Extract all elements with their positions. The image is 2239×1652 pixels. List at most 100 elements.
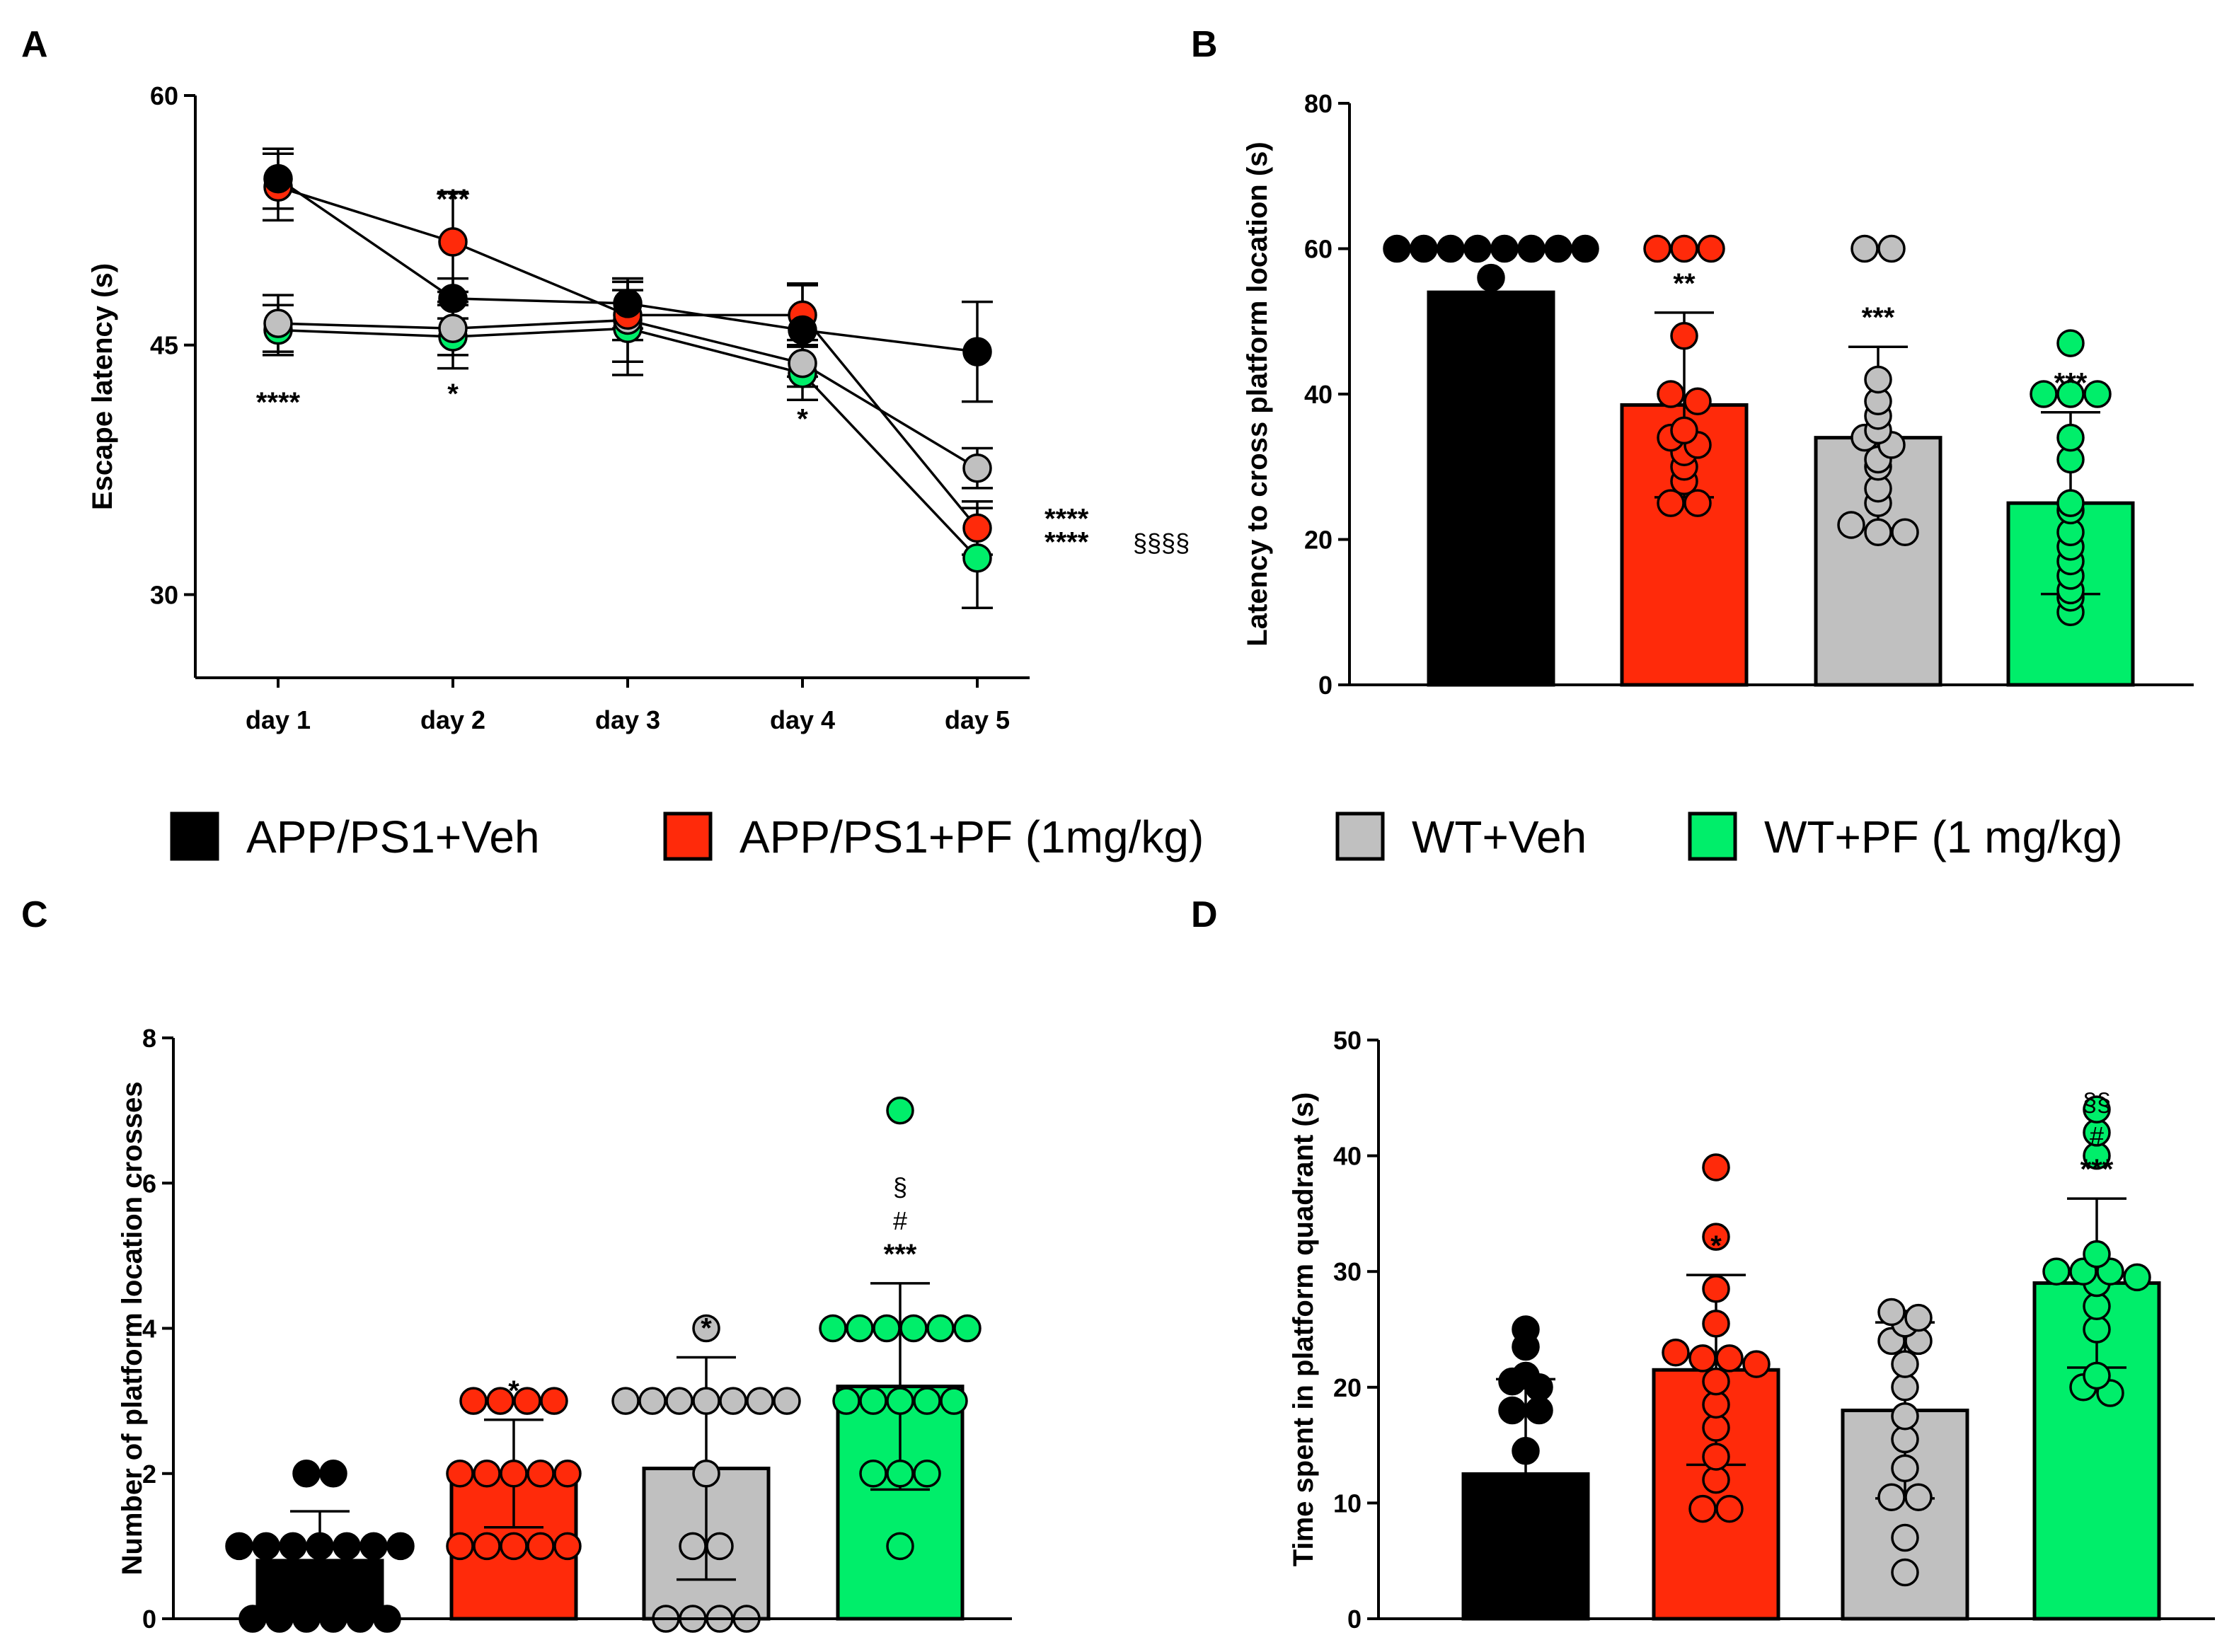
data-point bbox=[1490, 234, 1519, 263]
data-point bbox=[1571, 234, 1599, 263]
data-point bbox=[386, 1532, 415, 1561]
data-point bbox=[1437, 234, 1465, 263]
data-point bbox=[1683, 489, 1712, 517]
data-point bbox=[446, 1460, 474, 1488]
data-point bbox=[1657, 380, 1685, 408]
data-point bbox=[292, 1460, 321, 1488]
data-point bbox=[819, 1314, 847, 1343]
data-point bbox=[2083, 1292, 2111, 1321]
data-point bbox=[1525, 1396, 1553, 1425]
data-point bbox=[473, 1532, 501, 1561]
y-axis-title: Escape latency (s) bbox=[87, 263, 118, 510]
data-point bbox=[1702, 1443, 1730, 1471]
data-point bbox=[359, 1532, 388, 1561]
significance-marker: **** bbox=[1044, 503, 1089, 534]
y-tick-label: 6 bbox=[142, 1169, 156, 1198]
y-tick-label: 60 bbox=[150, 81, 178, 110]
significance-marker: *** bbox=[2080, 1154, 2114, 1185]
data-point bbox=[526, 1460, 555, 1488]
data-point bbox=[2042, 1257, 2071, 1286]
significance-marker: * bbox=[1710, 1230, 1722, 1261]
data-point bbox=[692, 1314, 720, 1343]
legend-swatch bbox=[663, 811, 713, 861]
data-point bbox=[1410, 234, 1438, 263]
data-point bbox=[2083, 1315, 2111, 1344]
data-point bbox=[886, 1096, 914, 1125]
data-point bbox=[1702, 1465, 1730, 1494]
data-point bbox=[1383, 234, 1411, 263]
data-point bbox=[225, 1532, 253, 1561]
data-point bbox=[319, 1460, 347, 1488]
data-point bbox=[2056, 423, 2085, 452]
data-point bbox=[1904, 1483, 1933, 1511]
data-point bbox=[500, 1532, 528, 1561]
data-point bbox=[1702, 1310, 1730, 1338]
data-point bbox=[1702, 1367, 1730, 1396]
y-tick-label: 0 bbox=[142, 1605, 156, 1634]
data-point bbox=[1512, 1437, 1540, 1465]
data-point bbox=[1512, 1361, 1540, 1390]
error-bar bbox=[870, 1282, 930, 1491]
data-point bbox=[692, 1460, 720, 1488]
data-point bbox=[1702, 1390, 1730, 1419]
y-axis-title: Time spent in platform quadrant (s) bbox=[1288, 1092, 1319, 1566]
data-point bbox=[638, 1387, 667, 1415]
panel-d-bar-chart: D 0 10 20 30 40 50 Time spent in platform quadr… bbox=[1191, 894, 2215, 1634]
data-point bbox=[962, 337, 992, 366]
data-point bbox=[746, 1387, 774, 1415]
significance-marker: *** bbox=[437, 184, 470, 215]
legend-label: WT+PF (1 mg/kg) bbox=[1764, 811, 2123, 862]
data-point bbox=[2083, 1361, 2111, 1390]
data-point bbox=[2056, 329, 2085, 357]
data-point bbox=[1688, 1494, 1717, 1523]
data-point bbox=[2083, 1240, 2111, 1269]
data-point bbox=[1643, 234, 1671, 263]
data-point bbox=[679, 1532, 707, 1561]
data-point bbox=[1670, 416, 1698, 445]
data-point bbox=[1657, 489, 1685, 517]
legend-label: WT+Veh bbox=[1412, 811, 1587, 862]
data-point bbox=[1702, 1223, 1730, 1251]
y-tick-label: 30 bbox=[150, 580, 178, 609]
panel-label-c: C bbox=[21, 894, 48, 935]
legend-swatch bbox=[1688, 811, 1737, 861]
data-point bbox=[1670, 234, 1698, 263]
data-point bbox=[1702, 1414, 1730, 1442]
data-point bbox=[613, 289, 643, 318]
y-tick-label: 45 bbox=[150, 331, 178, 360]
significance-marker: * bbox=[508, 1375, 519, 1406]
data-point bbox=[832, 1387, 861, 1415]
data-point bbox=[1670, 322, 1698, 350]
data-point bbox=[263, 308, 293, 338]
y-tick-label: 80 bbox=[1304, 89, 1333, 118]
data-point bbox=[886, 1387, 914, 1415]
data-point bbox=[1904, 1303, 1933, 1332]
data-point bbox=[1544, 234, 1572, 263]
data-point bbox=[1891, 1558, 1919, 1587]
data-point bbox=[486, 1387, 514, 1415]
data-point bbox=[333, 1532, 361, 1561]
significance-marker: * bbox=[797, 403, 808, 434]
data-point bbox=[926, 1314, 955, 1343]
data-point bbox=[706, 1532, 734, 1561]
data-point bbox=[459, 1387, 488, 1415]
legend: APP/PS1+Veh APP/PS1+PF (1mg/kg) WT+Veh WT+P… bbox=[170, 811, 2123, 862]
data-point bbox=[1463, 234, 1492, 263]
data-point bbox=[1891, 1373, 1919, 1402]
legend-swatch bbox=[170, 811, 219, 861]
panel-label-b: B bbox=[1191, 24, 1218, 65]
data-point bbox=[1837, 511, 1865, 539]
data-point bbox=[940, 1387, 968, 1415]
y-tick-label: 30 bbox=[1333, 1257, 1362, 1286]
data-point bbox=[1662, 1338, 1690, 1367]
data-point bbox=[540, 1387, 568, 1415]
panel-label-a: A bbox=[21, 24, 48, 65]
data-point bbox=[953, 1314, 982, 1343]
y-tick-label: 40 bbox=[1333, 1142, 1362, 1171]
data-point bbox=[553, 1460, 582, 1488]
data-point bbox=[279, 1532, 307, 1561]
data-point bbox=[306, 1532, 334, 1561]
x-tick-label: day 1 bbox=[246, 705, 311, 734]
y-tick-label: 50 bbox=[1333, 1026, 1362, 1055]
y-tick-label: 2 bbox=[142, 1460, 156, 1489]
